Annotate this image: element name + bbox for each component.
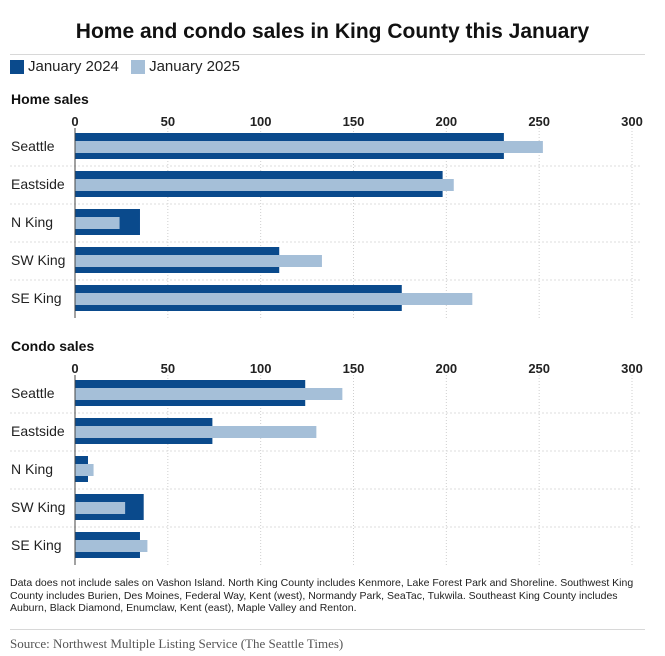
home-tick-200: 200 <box>435 114 457 129</box>
legend-swatch-2025 <box>131 59 146 74</box>
home-category-label-1: Eastside <box>11 176 65 192</box>
legend-item-2025: January 2025 <box>131 58 240 75</box>
condo-section-title: Condo sales <box>11 338 94 354</box>
condo-bar-2025-0 <box>75 388 343 400</box>
home-tick-50: 50 <box>161 114 175 129</box>
home-category-label-3: SW King <box>11 252 65 268</box>
legend-item-2024: January 2024 <box>10 58 119 75</box>
footnote: Data does not include sales on Vashon Is… <box>10 577 634 614</box>
home-section-title: Home sales <box>11 91 89 107</box>
home-category-label-0: Seattle <box>11 138 55 154</box>
title-divider <box>10 54 645 55</box>
source-divider <box>10 629 645 630</box>
condo-tick-250: 250 <box>528 361 550 376</box>
home-bar-2025-0 <box>75 141 543 153</box>
legend-label-2024: January 2024 <box>28 58 119 75</box>
condo-tick-50: 50 <box>161 361 175 376</box>
chart-title: Home and condo sales in King County this… <box>75 20 590 43</box>
condo-tick-0: 0 <box>71 361 78 376</box>
condo-sales-chart: Condo sales 0 50 100 150 200 250 300 Seattle East… <box>10 338 643 565</box>
legend: January 2024 January 2025 <box>10 58 248 78</box>
condo-tick-200: 200 <box>435 361 457 376</box>
home-bar-2025-1 <box>75 179 454 191</box>
condo-tick-100: 100 <box>250 361 272 376</box>
condo-category-label-3: SW King <box>11 499 65 515</box>
home-category-label-4: SE King <box>11 290 62 306</box>
source-credit: Source: Northwest Multiple Listing Servi… <box>10 636 344 651</box>
home-bar-2025-2 <box>75 217 120 229</box>
condo-bar-2025-2 <box>75 464 94 476</box>
home-tick-150: 150 <box>343 114 365 129</box>
legend-label-2025: January 2025 <box>149 58 240 75</box>
condo-category-label-0: Seattle <box>11 385 55 401</box>
home-tick-100: 100 <box>250 114 272 129</box>
home-tick-250: 250 <box>528 114 550 129</box>
home-tick-300: 300 <box>621 114 643 129</box>
legend-swatch-2024 <box>10 59 24 74</box>
condo-category-label-2: N King <box>11 461 53 477</box>
home-bar-2025-4 <box>75 293 473 305</box>
home-sales-chart: Home sales 0 50 100 150 200 250 300 Seattle Easts… <box>10 91 643 318</box>
condo-tick-300: 300 <box>621 361 643 376</box>
condo-bar-2025-3 <box>75 502 126 514</box>
condo-category-label-1: Eastside <box>11 423 65 439</box>
condo-bar-2025-1 <box>75 426 317 438</box>
condo-bar-2025-4 <box>75 540 148 552</box>
condo-tick-150: 150 <box>343 361 365 376</box>
home-tick-0: 0 <box>71 114 78 129</box>
home-category-label-2: N King <box>11 214 53 230</box>
condo-category-label-4: SE King <box>11 537 62 553</box>
home-bar-2025-3 <box>75 255 322 267</box>
